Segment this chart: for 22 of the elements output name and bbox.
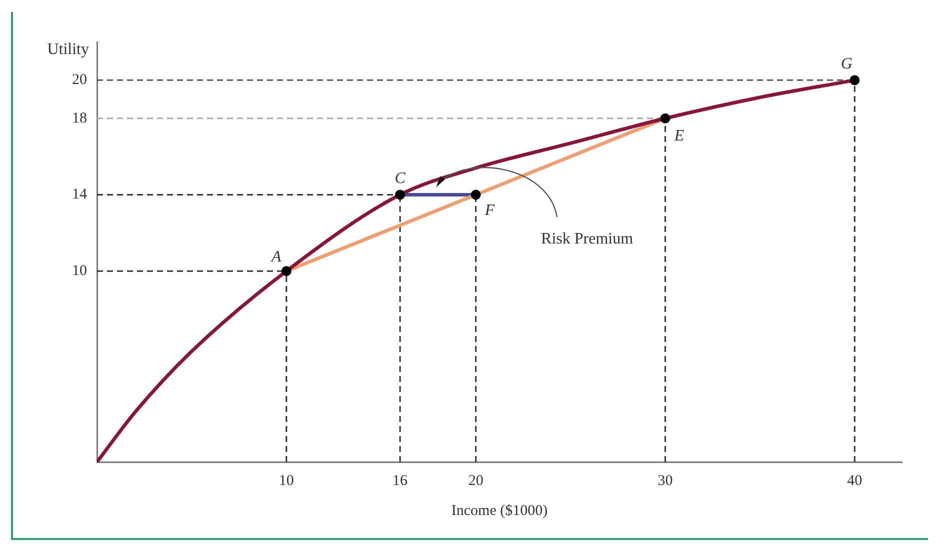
x-tick-label: 16 xyxy=(392,472,408,489)
x-tick-label: 20 xyxy=(468,472,484,489)
annotation: Risk Premium xyxy=(541,230,634,248)
x-tick-label: 40 xyxy=(847,472,862,489)
y-tick-label: 18 xyxy=(72,110,87,126)
annotation: C xyxy=(394,170,406,187)
y-tick-label: 14 xyxy=(72,186,88,203)
annotation: E xyxy=(673,128,684,145)
y-axis-title: Utility xyxy=(47,41,89,58)
point xyxy=(660,113,670,124)
point xyxy=(470,190,481,200)
x-tick-label: 10 xyxy=(278,472,294,489)
y-tick-label: 10 xyxy=(72,263,87,280)
point xyxy=(281,266,292,276)
annotation: F xyxy=(484,202,495,219)
point xyxy=(850,75,860,86)
annotation: A xyxy=(270,248,282,266)
x-axis-title: Income ($1000) xyxy=(451,502,548,519)
x-tick-label: 30 xyxy=(658,472,673,489)
point xyxy=(395,190,406,200)
annotation: G xyxy=(840,55,853,72)
y-tick-label: 20 xyxy=(72,72,87,88)
